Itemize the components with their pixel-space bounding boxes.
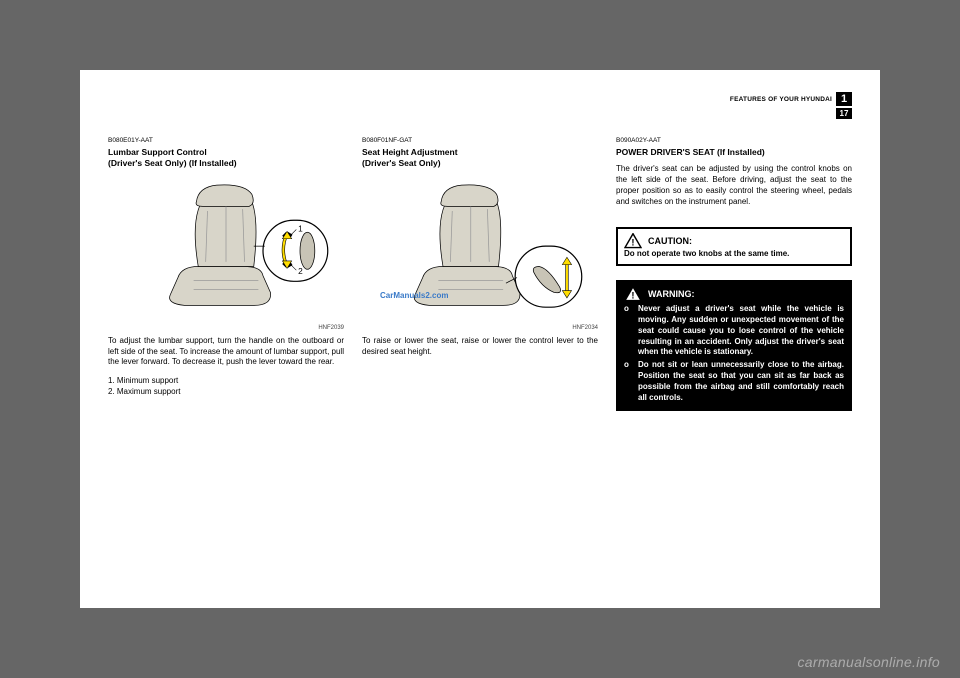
section-code: B080E01Y-AAT — [108, 137, 344, 146]
site-watermark: carmanualsonline.info — [798, 654, 941, 670]
caution-text: Do not operate two knobs at the same tim… — [624, 249, 844, 260]
bullet: o — [624, 304, 632, 358]
figure-code-2: HNF2034 — [362, 324, 598, 332]
body-text-3: The driver's seat can be adjusted by usi… — [616, 164, 852, 207]
caution-box: ! CAUTION: Do not operate two knobs at t… — [616, 227, 852, 266]
header: FEATURES OF YOUR HYUNDAI 1 — [108, 92, 852, 106]
warning-triangle-icon: ! — [624, 286, 642, 302]
chapter-number: 1 — [836, 92, 852, 106]
page-content: FEATURES OF YOUR HYUNDAI 1 17 B080E01Y-A… — [108, 92, 852, 562]
section-title-2: Seat Height Adjustment — [362, 147, 598, 158]
svg-text:!: ! — [631, 291, 634, 302]
column-2: B080F01NF-GAT Seat Height Adjustment (Dr… — [362, 137, 598, 411]
list-item: 2. Maximum support — [108, 387, 344, 398]
warning-text: Do not sit or lean unnecessarily close t… — [638, 360, 844, 403]
svg-text:2: 2 — [298, 266, 303, 276]
section-title-3: POWER DRIVER'S SEAT (If Installed) — [616, 147, 852, 158]
warning-item: o Never adjust a driver's seat while the… — [624, 304, 844, 358]
figure-lumbar: 1 2 — [108, 174, 344, 322]
column-1: B080E01Y-AAT Lumbar Support Control (Dri… — [108, 137, 344, 411]
columns: B080E01Y-AAT Lumbar Support Control (Dri… — [108, 137, 852, 411]
warning-title: WARNING: — [648, 288, 695, 300]
body-text-2: To raise or lower the seat, raise or low… — [362, 336, 598, 358]
section-title: FEATURES OF YOUR HYUNDAI — [730, 96, 832, 103]
figure-code-1: HNF2039 — [108, 324, 344, 332]
caution-header: ! CAUTION: — [624, 233, 844, 249]
seat-illustration-1: 1 2 — [108, 174, 344, 322]
page-number-row: 17 — [108, 108, 852, 119]
section-subtitle-1: (Driver's Seat Only) (If Installed) — [108, 158, 344, 169]
section-subtitle-2: (Driver's Seat Only) — [362, 158, 598, 169]
warning-item: o Do not sit or lean unnecessarily close… — [624, 360, 844, 403]
caution-title: CAUTION: — [648, 235, 692, 247]
page-number: 17 — [836, 108, 852, 119]
section-code: B090A02Y-AAT — [616, 137, 852, 146]
page-frame: FEATURES OF YOUR HYUNDAI 1 17 B080E01Y-A… — [80, 70, 880, 608]
svg-text:1: 1 — [298, 223, 303, 233]
bullet: o — [624, 360, 632, 403]
svg-text:!: ! — [631, 238, 634, 249]
figure-height: CarManuals2.com — [362, 174, 598, 322]
column-3: B090A02Y-AAT POWER DRIVER'S SEAT (If Ins… — [616, 137, 852, 411]
section-code: B080F01NF-GAT — [362, 137, 598, 146]
seat-illustration-2 — [362, 174, 598, 322]
list-item: 1. Minimum support — [108, 376, 344, 387]
warning-header: ! WARNING: — [624, 286, 844, 302]
body-text-1: To adjust the lumbar support, turn the h… — [108, 336, 344, 368]
section-title-1: Lumbar Support Control — [108, 147, 344, 158]
warning-text: Never adjust a driver's seat while the v… — [638, 304, 844, 358]
warning-list: o Never adjust a driver's seat while the… — [624, 304, 844, 403]
list-1: 1. Minimum support 2. Maximum support — [108, 376, 344, 398]
warning-box: ! WARNING: o Never adjust a driver's sea… — [616, 280, 852, 411]
warning-triangle-icon: ! — [624, 233, 642, 249]
